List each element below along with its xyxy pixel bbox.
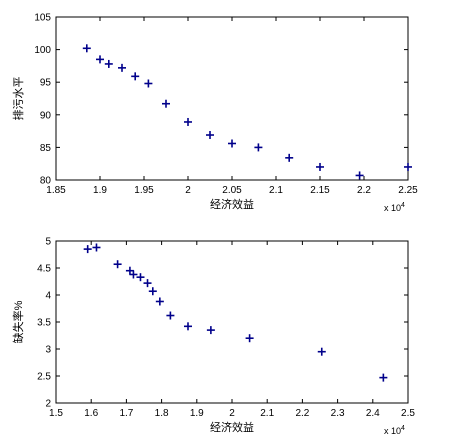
x-tick-label: 1.85 [46,185,66,196]
data-point [125,266,134,275]
data-point [285,153,294,162]
x-multiplier-exponent-bottom: 4 [401,425,405,432]
y-tick-label: 2.5 [37,372,51,383]
data-point [155,297,164,306]
x-axis-multiplier-top: x 104 [384,202,405,213]
data-point [92,243,101,252]
plot-area-bottom [55,240,409,404]
x-tick-label: 1.9 [93,185,107,196]
data-series-top [82,44,412,180]
y-tick-label: 100 [34,45,51,56]
x-tick-label: 2.05 [222,185,242,196]
data-point [379,373,388,382]
y-tick-label: 4 [45,291,51,302]
y-tick-label: 3 [45,345,51,356]
y-tick-label: 90 [40,110,52,121]
y-axis-ticks-bottom: 2 2.5 3 3.5 4 4.5 5 [37,237,408,410]
data-point [245,334,254,343]
data-point [136,273,145,282]
x-axis-label-bottom: 经济效益 [210,420,254,434]
x-axis-ticks-bottom: 1.5 1.6 1.7 1.8 1.9 2 2.1 2.2 2.3 2.4 2.5 [49,241,415,419]
x-tick-label: 2.15 [310,185,330,196]
x-tick-label: 1.7 [119,408,133,419]
x-tick-label: 1.5 [49,408,63,419]
data-point [113,260,122,269]
y-axis-label-bottom: 缺失率% [11,300,25,343]
y-tick-label: 80 [40,176,52,187]
data-point [184,322,192,331]
data-point [317,347,326,356]
x-tick-label: 2.4 [366,408,380,419]
data-point [131,72,140,81]
y-tick-label: 2 [45,399,51,410]
data-point [143,279,152,288]
x-tick-label: 2 [185,185,191,196]
x-tick-label: 2.5 [401,408,415,419]
y-tick-label: 105 [34,13,51,24]
data-point [355,171,364,180]
data-point [148,287,157,296]
x-tick-label: 1.95 [134,185,154,196]
data-point [104,59,113,68]
x-tick-label: 2.25 [398,185,418,196]
data-point [118,63,126,72]
data-point [206,131,214,140]
y-tick-label: 5 [45,237,51,248]
data-point [228,139,236,148]
x-tick-label: 2.2 [357,185,371,196]
x-tick-label: 2.3 [331,408,345,419]
data-point [129,270,138,279]
x-tick-label: 2.2 [295,408,309,419]
y-tick-label: 95 [40,78,52,89]
data-series-bottom [83,243,388,382]
data-point [206,326,215,335]
x-tick-label: 2.1 [260,408,274,419]
x-multiplier-base-top: x 10 [384,203,401,213]
data-point [96,55,104,64]
data-point [82,44,91,53]
x-tick-label: 1.9 [190,408,204,419]
x-tick-label: 2.1 [269,185,283,196]
x-axis-multiplier-bottom: x 104 [384,425,405,436]
x-multiplier-base-bottom: x 10 [384,426,401,436]
x-axis-label-top: 经济效益 [210,197,254,211]
y-axis-label-top: 排污水平 [11,77,25,121]
y-tick-label: 3.5 [37,318,51,329]
data-point [166,311,175,320]
data-point [144,79,153,88]
data-point [404,162,412,171]
y-axis-ticks-top: 80 85 90 95 100 105 [34,13,408,187]
x-multiplier-exponent-top: 4 [401,202,405,209]
data-point [254,143,263,152]
y-tick-label: 85 [40,143,52,154]
x-axis-ticks-top: 1.85 1.9 1.95 2 2.05 2.1 2.15 2.2 2.25 [46,17,418,196]
x-tick-label: 2 [229,408,235,419]
data-point [316,162,324,171]
scatter-plot-bottom: 1.5 1.6 1.7 1.8 1.9 2 2.1 2.2 2.3 2.4 2.5 2 2.5 3 3.5… [11,237,415,437]
data-point [83,245,92,254]
x-tick-label: 1.8 [155,408,169,419]
y-tick-label: 4.5 [37,264,51,275]
data-point [184,117,192,126]
scatter-plot-top: 1.85 1.9 1.95 2 2.05 2.1 2.15 2.2 2.25 808590951… [11,13,418,214]
data-point [162,99,170,108]
plot-area-top [55,16,409,181]
x-tick-label: 1.6 [84,408,98,419]
